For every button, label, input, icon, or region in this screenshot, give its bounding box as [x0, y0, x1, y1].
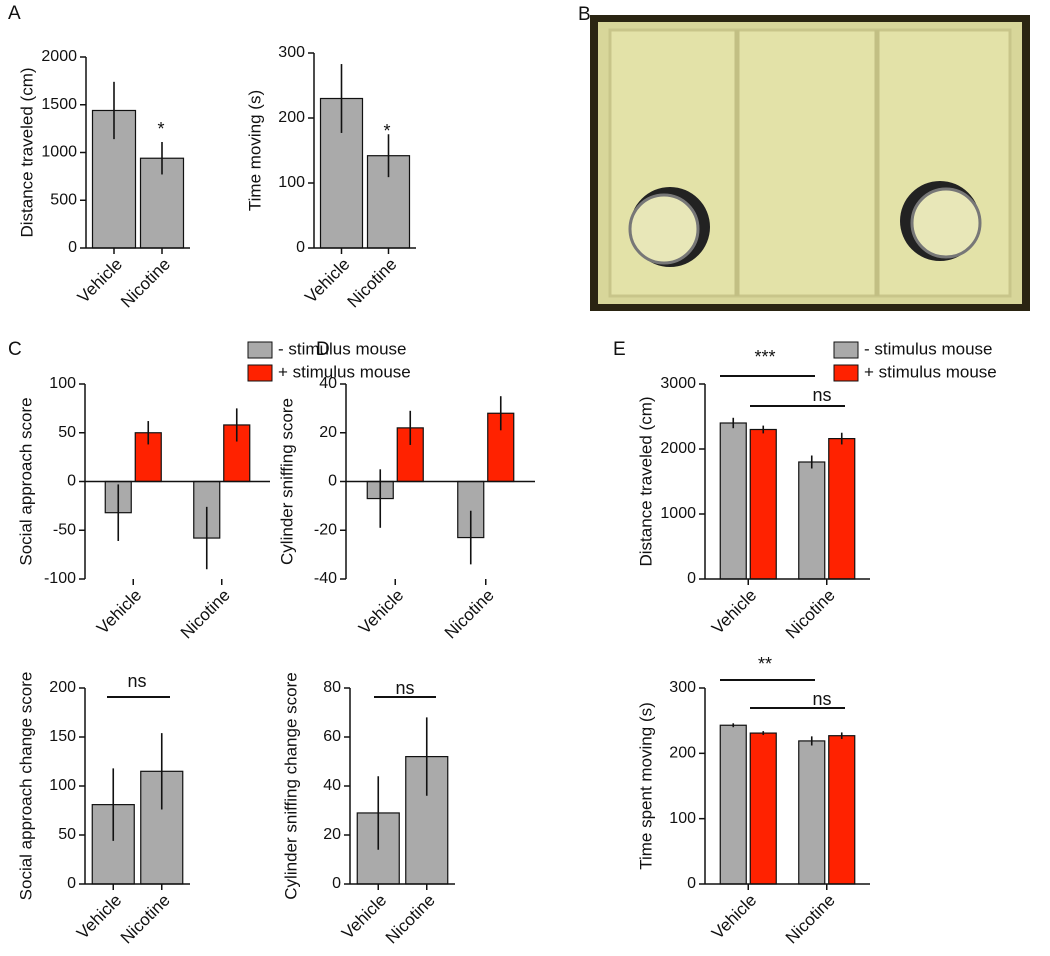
panel-label: C: [8, 339, 22, 360]
y-tick-label: -100: [44, 570, 76, 587]
x-tick-label: Nicotine: [382, 891, 439, 948]
y-tick-label: 200: [278, 109, 305, 126]
y-tick-label: 150: [49, 728, 76, 745]
y-tick-label: 100: [278, 174, 305, 191]
legend-label: - stimulus mouse: [278, 339, 406, 358]
bar: [798, 461, 826, 580]
y-tick-label: 200: [49, 679, 76, 696]
y-tick-label: 0: [67, 875, 76, 892]
y-tick-label: 0: [296, 239, 305, 256]
y-tick-label: 1000: [660, 505, 696, 522]
y-axis-label: Distance traveled (cm): [636, 396, 655, 566]
x-tick-label: Vehicle: [708, 891, 760, 943]
x-tick-label: Vehicle: [93, 586, 145, 638]
annotation: **: [758, 654, 772, 674]
bar: [719, 422, 747, 580]
y-tick-label: 1500: [41, 96, 77, 113]
annotation: *: [157, 119, 164, 139]
x-tick-label: Nicotine: [177, 586, 234, 643]
x-tick-label: Vehicle: [708, 586, 760, 638]
legend-label: + stimulus mouse: [278, 362, 411, 381]
x-tick-label: Nicotine: [782, 586, 839, 643]
photo: [590, 15, 1030, 311]
y-tick-label: 2000: [41, 48, 77, 65]
y-tick-label: 200: [669, 745, 696, 762]
panel-label: E: [613, 339, 626, 360]
y-tick-label: 20: [323, 826, 341, 843]
x-tick-label: Nicotine: [344, 255, 401, 312]
y-tick-label: 0: [68, 239, 77, 256]
annotation: ns: [812, 385, 831, 405]
annotation: ***: [754, 347, 775, 367]
bar: [719, 724, 747, 885]
y-tick-label: 100: [49, 375, 76, 392]
y-tick-label: 40: [323, 777, 341, 794]
y-tick-label: 100: [669, 810, 696, 827]
y-tick-label: 3000: [660, 375, 696, 392]
y-tick-label: 0: [687, 570, 696, 587]
legend-swatch: [247, 364, 273, 382]
y-tick-label: -40: [314, 570, 337, 587]
y-tick-label: 40: [319, 375, 337, 392]
y-tick-label: 50: [58, 826, 76, 843]
bar: [828, 438, 856, 580]
y-axis-label: Time spent moving (s): [636, 702, 655, 870]
x-tick-label: Nicotine: [117, 891, 174, 948]
legend-label: + stimulus mouse: [864, 362, 997, 381]
y-axis-label: Distance traveled (cm): [17, 67, 36, 237]
bar: [749, 428, 777, 580]
legend-swatch: [247, 341, 273, 359]
y-tick-label: 0: [687, 875, 696, 892]
y-tick-label: 60: [323, 728, 341, 745]
legend-swatch: [833, 364, 859, 382]
panel-label: D: [316, 339, 330, 360]
y-tick-label: 50: [58, 424, 76, 441]
y-tick-label: 0: [332, 875, 341, 892]
y-tick-label: 500: [50, 191, 77, 208]
y-tick-label: 1000: [41, 144, 77, 161]
y-axis-label: Cylinder sniffing score: [277, 398, 296, 565]
y-tick-label: 300: [278, 44, 305, 61]
annotation: *: [383, 121, 390, 141]
y-tick-label: 0: [328, 473, 337, 490]
y-tick-label: 20: [319, 424, 337, 441]
y-axis-label: Social approach score: [16, 397, 35, 565]
bar: [828, 735, 856, 885]
annotation: ns: [812, 689, 831, 709]
y-axis-label: Cylinder sniffing change score: [281, 672, 300, 899]
legend-label: - stimulus mouse: [864, 339, 992, 358]
x-tick-label: Nicotine: [117, 255, 174, 312]
y-axis-label: Social approach change score: [16, 672, 35, 901]
bar: [798, 740, 826, 885]
annotation: ns: [395, 678, 414, 698]
y-tick-label: 300: [669, 679, 696, 696]
y-tick-label: 80: [323, 679, 341, 696]
y-tick-label: 100: [49, 777, 76, 794]
y-tick-label: 0: [67, 473, 76, 490]
x-tick-label: Nicotine: [782, 891, 839, 948]
y-tick-label: -50: [53, 521, 76, 538]
x-tick-label: Nicotine: [441, 586, 498, 643]
y-tick-label: -20: [314, 521, 337, 538]
panel-label: A: [8, 3, 21, 24]
legend-swatch: [833, 341, 859, 359]
bar: [749, 732, 777, 885]
y-tick-label: 2000: [660, 440, 696, 457]
x-tick-label: Vehicle: [355, 586, 407, 638]
annotation: ns: [127, 671, 146, 691]
y-axis-label: Time moving (s): [245, 90, 264, 211]
panel-label: B: [578, 4, 591, 25]
